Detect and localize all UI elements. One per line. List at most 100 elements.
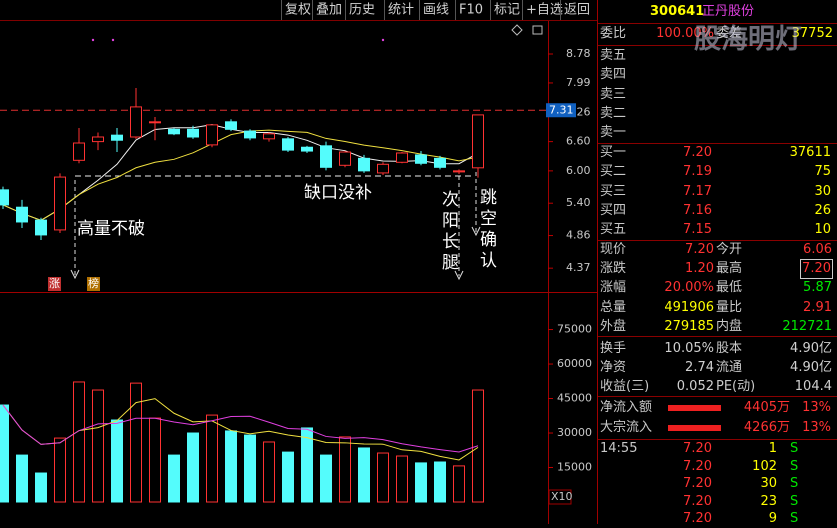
label: 买四 [600,202,627,218]
annotation: 次阳长腿 [438,190,459,274]
volume-bar [339,436,351,503]
price: 7.20 [683,145,712,160]
toolbar-button[interactable]: F10 [459,3,483,18]
value: 20.00% [664,280,714,296]
volume: 1 [768,441,777,456]
separator [598,45,837,46]
price: 7.16 [683,202,712,218]
candle-body [92,136,104,143]
label: 总量 [600,299,627,315]
candle-body [16,206,28,223]
volume-bar [453,465,465,503]
annotation: 跳空确认 [476,188,497,272]
side: S [790,458,799,474]
value: 4266万 [743,419,790,435]
volume-bar [111,419,123,503]
candle-body [111,134,123,141]
label: 买三 [600,183,627,199]
value: 2.74 [685,360,714,376]
stock-code: 300641 [650,4,705,19]
toolbar-button[interactable]: 统计 [388,3,414,18]
volume-bar [130,382,142,503]
candle-body [168,128,180,135]
value: 5.87 [803,280,832,296]
time: 14:55 [600,441,638,456]
label: 卖三 [600,86,627,102]
side: S [790,511,799,527]
label: 净流入额 [600,400,653,415]
volume-unit: X10 [551,490,573,503]
y-tick-label: 4.86 [566,229,591,242]
volume: 75 [814,164,831,180]
value: 2.91 [803,299,832,315]
volume-bar [35,472,47,503]
y-tick-label: 8.78 [566,47,591,60]
price: 7.20 [683,458,712,474]
badge-box [87,277,100,291]
volume-bar [187,432,199,503]
icon[interactable] [532,25,543,35]
value: 7.20 [800,259,833,280]
volume-bar [92,389,104,503]
value: 13% [802,419,831,435]
volume-bar [0,404,9,503]
flow-bar [668,405,721,411]
candle-body [377,163,389,174]
dot [111,38,115,42]
volume-bar [301,427,313,503]
candle-body [0,189,9,206]
side: S [790,476,799,492]
value: 4.90亿 [790,360,832,376]
volume: 102 [752,458,777,474]
toolbar-button[interactable]: +自选 [526,3,563,18]
arrow-head [70,269,80,280]
volume-bar [206,414,218,503]
price: 7.17 [683,183,712,199]
toolbar-button[interactable]: 历史 [349,3,375,18]
value: 4405万 [743,400,790,415]
y-tick-label: 45000 [557,392,592,405]
label: 量比 [716,299,743,315]
y-tick-label: 4.37 [566,261,591,274]
toolbar-button[interactable]: 标记 [494,3,520,18]
separator [598,143,837,144]
separator [598,336,837,337]
value: 10.05% [664,341,714,356]
moving-average [2,404,479,453]
label: 买一 [600,145,627,160]
y-tick-label: 60000 [557,357,592,370]
arrow-head [454,270,464,281]
arrow-head [471,226,481,237]
annotation: 高量不破 [77,219,145,239]
candle-body [282,138,294,151]
candle-body [225,121,237,130]
toolbar-button[interactable]: 返回 [564,3,590,18]
price-marker-label: 7.31 [549,103,574,116]
side: S [790,493,799,509]
volume-bar [244,434,256,503]
separator [598,240,837,241]
volume-bar [168,454,180,503]
volume-bar [320,454,332,503]
y-tick-label: 6.00 [566,164,591,177]
volume-bar [263,441,275,503]
chart: 复权 叠加 历史 统计 画线 F10 标记 +自选 返回8.787.997.266.606.00… [0,0,598,524]
label: 最低 [716,280,743,296]
toolbar-button[interactable]: 复权 [285,2,311,18]
candle-body [396,152,408,163]
value: 0.052 [676,379,714,395]
candle-body [320,145,332,168]
candle-body [339,151,351,166]
toolbar-button[interactable]: 画线 [423,3,449,18]
volume-bar [434,461,446,503]
label: 卖五 [600,48,627,63]
volume-bar [358,447,370,503]
candle-body [73,142,85,161]
label: 卖二 [600,105,627,121]
icon[interactable] [511,24,523,36]
toolbar-button[interactable]: 叠加 [316,3,342,18]
separator [598,23,837,24]
value: 7.20 [685,242,714,257]
value: 37752 [791,26,833,41]
